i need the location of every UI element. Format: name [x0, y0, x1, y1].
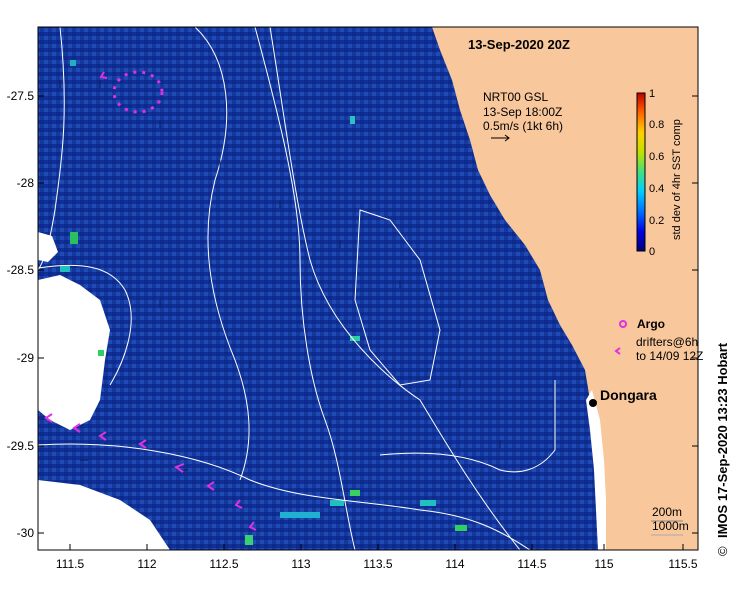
- drifters-legend-label-2: to 14/09 12Z: [636, 349, 703, 363]
- lon-tick: 115.5: [668, 557, 697, 571]
- drifters-legend-label-1: drifters@6h: [636, 335, 698, 349]
- copyright-symbol: ©: [715, 546, 730, 556]
- plot-frame: [37, 26, 699, 551]
- colorbar-tick: 0.8: [649, 119, 664, 131]
- contour-label-200: 200m: [652, 505, 682, 519]
- colorbar-tick: 0.2: [649, 215, 664, 227]
- sst-patches: [60, 60, 467, 545]
- vector-time-label: 13-Sep 18:00Z: [483, 105, 562, 119]
- argo-track: [112, 70, 164, 114]
- lon-tick: 112.5: [209, 557, 238, 571]
- vector-scale-label: 0.5m/s (1kt 6h): [483, 119, 563, 133]
- colorbar-tick: 0.6: [649, 151, 664, 163]
- lon-tick: 113: [291, 557, 310, 571]
- latitude-labels: -27.5 -28 -28.5 -29 -29.5 -30: [7, 89, 35, 540]
- lat-tick: -29: [17, 351, 35, 365]
- dongara-label: Dongara: [600, 387, 657, 403]
- dongara-marker: [589, 399, 597, 407]
- lon-tick: 112: [137, 557, 156, 571]
- drifter-legend-icon: [614, 347, 621, 355]
- nodata-west-2: [38, 232, 58, 262]
- colorbar-label: std dev of 4hr SST comp: [671, 119, 683, 240]
- drifter-arrows: [44, 71, 257, 531]
- longitude-labels: 111.5 112 112.5 113 113.5 114 114.5 115 …: [56, 557, 698, 571]
- nodata-south: [38, 480, 170, 550]
- lon-tick: 111.5: [56, 557, 85, 571]
- colorbar-tick: 0: [649, 246, 655, 258]
- nodata-west: [38, 275, 110, 430]
- axis-ticks: [38, 95, 698, 550]
- source-label: NRT00 GSL: [483, 90, 548, 104]
- lat-tick: -27.5: [7, 89, 35, 103]
- lat-tick: -29.5: [7, 439, 35, 453]
- lat-tick: -30: [17, 526, 35, 540]
- lat-tick: -28.5: [7, 263, 35, 277]
- lat-tick: -28: [17, 176, 35, 190]
- map-title: 13-Sep-2020 20Z: [468, 37, 570, 52]
- credit-text: IMOS 17-Sep-2020 13:23 Hobart: [715, 342, 730, 538]
- colorbar-tick: 1: [649, 88, 655, 100]
- coast-nodata: [586, 390, 606, 550]
- contour-label-1000: 1000m: [652, 519, 689, 533]
- lon-tick: 114.5: [517, 557, 546, 571]
- colorbar-tick: 0.4: [649, 183, 664, 195]
- land-area: [432, 27, 698, 550]
- lon-tick: 115: [594, 557, 613, 571]
- colorbar-tick-labels: 1 0.8 0.6 0.4 0.2 0: [649, 88, 664, 258]
- argo-legend-icon: [619, 320, 627, 328]
- argo-legend-label: Argo: [637, 317, 665, 331]
- current-vectors: [59, 80, 501, 471]
- bathymetry-contours: [38, 27, 556, 550]
- colorbar: [636, 92, 646, 252]
- lon-tick: 114: [445, 557, 464, 571]
- lon-tick: 113.5: [363, 557, 392, 571]
